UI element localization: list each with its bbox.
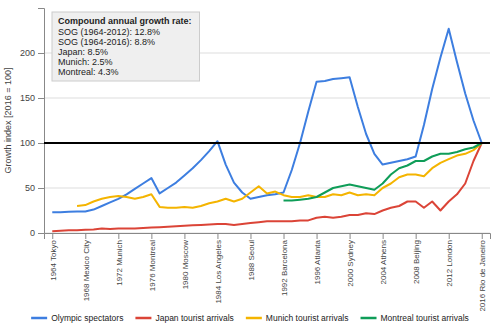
legend-swatch — [31, 317, 47, 320]
plot: 0501001502001964 Tokyo1968 Mexico City19… — [20, 9, 491, 312]
y-tick: 100 — [20, 138, 44, 148]
y-tick: 0 — [30, 228, 44, 238]
annotation-line: SOG (1964-2012): 12.8% — [58, 27, 160, 37]
x-tick-mark — [250, 233, 251, 239]
legend-item: Montreal tourist arrivals — [361, 313, 469, 323]
annotation-line: Munich: 2.5% — [58, 57, 113, 67]
legend-label: Munich tourist arrivals — [266, 313, 349, 323]
y-tick-label: 200 — [20, 48, 35, 58]
x-tick-label: 1976 Montreal — [148, 240, 157, 291]
annotation: Compound annual growth rate:SOG (1964-20… — [52, 12, 200, 81]
y-tick-label: 0 — [30, 228, 35, 238]
y-tick-mark — [38, 53, 44, 54]
x-tick-label: 1984 Los Angeles — [214, 240, 223, 304]
x-tick-label: 2008 Beijing — [412, 240, 421, 284]
y-tick-mark — [38, 98, 44, 99]
annotation-line: Japan: 8.5% — [58, 47, 108, 57]
y-tick-mark — [38, 233, 44, 234]
marks — [44, 29, 490, 232]
x-tick-label: 2012 London — [445, 240, 454, 287]
x-tick: 2000 Sydney — [346, 233, 355, 287]
legend-item: Munich tourist arrivals — [246, 313, 349, 323]
y-tick-label: 100 — [20, 138, 35, 148]
x-tick-mark — [217, 233, 218, 239]
legend: Olympic spectators Japan tourist arrivals… — [31, 313, 469, 323]
x-tick: 1992 Barcelona — [280, 233, 289, 296]
series-line — [77, 143, 482, 208]
x-tick-label: 2000 Sydney — [346, 240, 355, 287]
x-tick-label: 1992 Barcelona — [280, 239, 289, 296]
y-tick: 150 — [20, 93, 44, 103]
legend-swatch — [135, 317, 151, 320]
x-tick-label: 1988 Seoul — [247, 240, 256, 281]
series-line — [52, 143, 481, 231]
y-tick: 200 — [20, 48, 44, 58]
grid-line — [44, 143, 490, 144]
x-tick-mark — [52, 233, 53, 239]
x-tick: 2016 Rio de Janeiro — [478, 233, 487, 312]
x-tick-label: 1964 Tokyo — [49, 239, 58, 280]
annotation-line: SOG (1964-2016): 8.8% — [58, 37, 155, 47]
x-tick-label: 1972 Munich — [115, 240, 124, 286]
x-tick-label: 2016 Rio de Janeiro — [478, 239, 487, 311]
x-tick-mark — [350, 233, 351, 239]
x-axis: 1964 Tokyo 1968 Mexico City 1972 Munich 197… — [45, 233, 491, 312]
x-tick-mark — [317, 233, 318, 239]
x-tick-label: 1968 Mexico City — [82, 240, 91, 301]
chart: 0501001502001964 Tokyo1968 Mexico City19… — [0, 0, 500, 327]
x-tick: 1964 Tokyo — [49, 233, 58, 281]
series-line — [284, 143, 482, 201]
x-tick: 1988 Seoul — [247, 233, 256, 280]
grid-line — [44, 98, 490, 99]
legend-swatch — [246, 317, 262, 320]
legend-item: Olympic spectators — [31, 313, 123, 323]
x-tick: 1980 Moscow — [181, 233, 190, 289]
annotation-title: Compound annual growth rate: — [58, 16, 192, 26]
y-tick-label: 150 — [20, 93, 35, 103]
y-tick-mark — [38, 188, 44, 189]
y-tick: 50 — [25, 183, 44, 193]
x-tick: 2012 London — [445, 233, 454, 287]
y-axis-title: Growth index [2016 = 100] — [3, 68, 13, 174]
reference-line — [44, 142, 490, 144]
x-tick-mark — [85, 233, 86, 239]
x-axis-line — [45, 234, 491, 240]
legend-item: Japan tourist arrivals — [135, 313, 233, 323]
legend-label: Olympic spectators — [51, 313, 123, 323]
x-tick: 2004 Athens — [379, 233, 388, 284]
x-tick-mark — [151, 233, 152, 239]
legend-label: Montreal tourist arrivals — [381, 313, 469, 323]
annotation-line: Montreal: 4.3% — [58, 67, 119, 77]
y-axis-line — [38, 9, 45, 234]
x-tick: 1976 Montreal — [148, 233, 157, 291]
x-tick-label: 1996 Atlanta — [313, 239, 322, 284]
x-tick: 2008 Beijing — [412, 233, 421, 284]
x-tick-mark — [284, 233, 285, 239]
x-tick: 1968 Mexico City — [82, 233, 91, 301]
legend-label: Japan tourist arrivals — [155, 313, 233, 323]
x-tick-mark — [383, 233, 384, 239]
x-tick-label: 1980 Moscow — [181, 240, 190, 290]
x-tick-mark — [482, 233, 483, 239]
x-tick: 1996 Atlanta — [313, 233, 322, 284]
y-tick-label: 50 — [25, 183, 35, 193]
x-tick: 1984 Los Angeles — [214, 233, 223, 304]
x-tick-mark — [449, 233, 450, 239]
legend-swatch — [361, 317, 377, 320]
x-tick-label: 2004 Athens — [379, 240, 388, 284]
y-axis: 0 50 100 150 200 — [20, 9, 45, 239]
annotation-box — [52, 12, 200, 81]
x-tick-mark — [416, 233, 417, 239]
x-tick-mark — [184, 233, 185, 239]
grid-line — [44, 188, 490, 189]
x-tick-mark — [118, 233, 119, 239]
y-tick-mark — [38, 143, 44, 144]
x-tick: 1972 Munich — [115, 233, 124, 286]
